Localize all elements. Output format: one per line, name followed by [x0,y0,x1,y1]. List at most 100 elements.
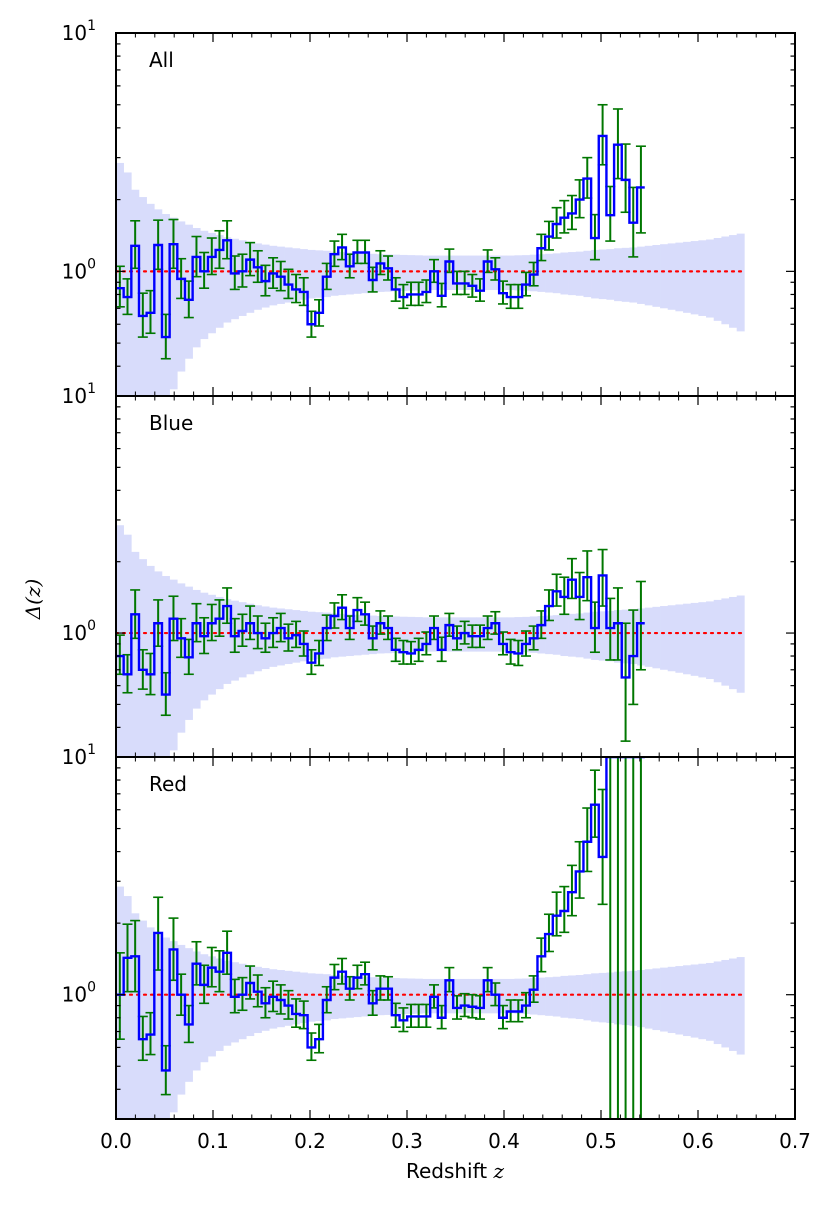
band-bin [568,252,577,296]
band-bin [422,255,431,291]
band-bin [660,244,669,309]
plot-area [116,103,745,396]
plot-area [116,525,745,757]
band-bin [583,974,592,1021]
band-bin [568,975,577,1019]
band-bin [514,617,523,652]
y-tick-label: 101 [62,742,96,769]
band-bin [690,602,699,676]
x-tick-label: 0.0 [100,1129,132,1153]
band-bin [338,613,347,657]
band-bin [154,571,163,757]
panel-frame [115,756,796,1120]
band-bin [407,978,416,1014]
band-bin [315,250,324,298]
y-tick-label: 100 [62,256,96,283]
band-bin [192,228,201,348]
x-tick-label: 0.4 [488,1129,520,1153]
band-bin [652,606,661,669]
band-bin [445,978,454,1014]
band-bin [315,973,324,1022]
band-bin [330,251,339,296]
band-bin [575,613,584,658]
band-bin [506,978,515,1014]
plot-area [116,757,745,1119]
band-bin [391,616,400,653]
band-bin [361,615,370,655]
band-bin [667,243,676,310]
band-bin [675,966,684,1035]
band-bin [215,596,224,690]
y-tick-label: 101 [62,18,96,45]
band-bin [721,236,730,325]
band-bin [675,242,684,312]
band-bin [706,239,715,318]
band-bin [652,968,661,1031]
band-bin [353,614,362,656]
band-bin [499,978,508,1014]
band-bin [361,976,370,1017]
band-bin [399,616,408,653]
band-bin [698,963,707,1040]
x-axis-label-text: Redshift [406,1159,494,1183]
band-bin [514,255,523,291]
band-bin [545,615,554,655]
band-bin [644,245,653,306]
band-bin [154,209,163,396]
band-bin [123,534,132,757]
band-bin [414,255,423,291]
band-bin [353,252,362,294]
band-bin [667,605,676,672]
band-bin [307,611,316,660]
band-bin [192,589,201,709]
band-bin [629,247,638,303]
band-bin [698,602,707,678]
band-bin [399,254,408,291]
panels: 100 101 101 All 100 101 Blue 100 Red [62,18,796,1120]
band-bin [514,978,523,1014]
band-bin [161,576,170,757]
band-bin [246,241,255,313]
band-bin [407,616,416,653]
band-bin [223,237,232,323]
x-tick-label: 0.2 [294,1129,326,1153]
band-bin [169,579,178,751]
band-bin [307,973,316,1022]
step-line [116,134,645,339]
band-bin [591,973,600,1022]
band-bin [690,964,699,1038]
band-bin [169,941,178,1113]
y-tick-label: 100 [62,618,96,645]
band-bin [614,248,623,302]
x-tick-label: 0.3 [391,1129,423,1153]
x-tick-label: 0.1 [197,1129,229,1153]
x-tick-label: 0.6 [682,1129,714,1153]
band-bin [246,965,255,1037]
band-bin [598,611,607,661]
band-bin [207,956,216,1057]
panel-label: Blue [149,411,193,435]
band-bin [644,607,653,667]
x-tick-label: 0.7 [779,1129,811,1153]
band-bin [537,977,546,1016]
band-bin [476,255,485,291]
band-bin [660,967,669,1032]
band-bin [215,235,224,328]
band-bin [736,595,745,693]
band-bin [161,937,170,1119]
band-bin [552,253,561,294]
panel-frame [115,32,796,397]
band-bin [637,246,646,304]
band-bin [299,972,308,1024]
band-bin [223,960,232,1046]
band-bin [598,972,607,1023]
x-tick-label: 0.5 [585,1129,617,1153]
band-bin [292,971,301,1025]
band-bin [399,978,408,1015]
band-bin [721,598,730,686]
band-bin [499,255,508,291]
band-bin [552,615,561,655]
band-bin [568,613,577,657]
panel-all: 100 101 101 All [62,18,796,408]
band-bin [338,252,347,296]
